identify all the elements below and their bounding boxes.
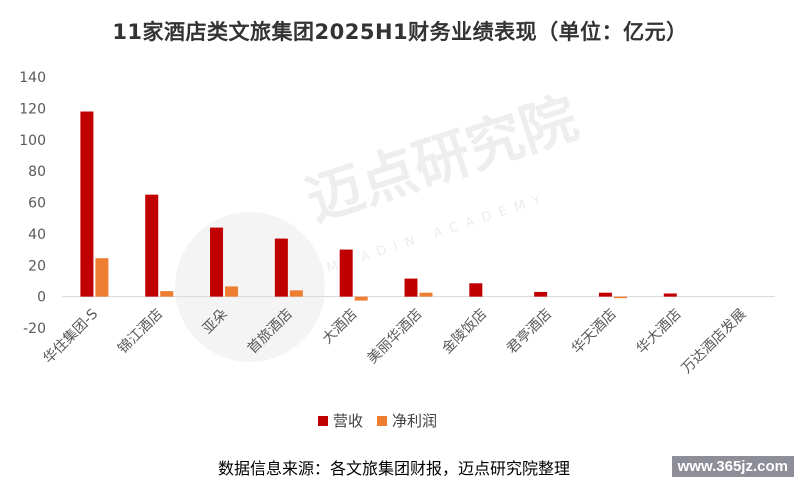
- bar-net-profit: [225, 286, 239, 297]
- legend-swatch-revenue: [318, 415, 328, 426]
- x-tick-label: 万达酒店发展: [679, 306, 750, 377]
- y-tick-label: 140: [19, 70, 46, 86]
- y-tick-label: 20: [28, 258, 46, 274]
- legend-label-revenue: 营收: [333, 412, 364, 430]
- bar-net-profit: [419, 292, 433, 297]
- x-tick-label: 大酒店: [319, 306, 360, 347]
- legend-item-revenue: 营收: [318, 410, 363, 431]
- bar-revenue: [404, 278, 418, 297]
- legend-label-net-profit: 净利润: [392, 412, 438, 430]
- y-tick-label: 120: [19, 101, 46, 117]
- source-note: 数据信息来源：各文旅集团财报，迈点研究院整理: [218, 459, 571, 478]
- x-tick-label: 华住集团-S: [40, 305, 102, 367]
- legend-item-net-profit: 净利润: [377, 410, 437, 431]
- x-tick-label: 金陵饭店: [439, 306, 490, 357]
- y-tick-label: 80: [28, 164, 46, 180]
- bar-revenue: [339, 249, 353, 297]
- y-tick-label: 0: [37, 290, 46, 306]
- bar-net-profit: [95, 258, 109, 297]
- bar-revenue: [663, 293, 677, 297]
- bar-net-profit: [160, 291, 174, 297]
- y-tick-label: -20: [23, 321, 46, 337]
- bar-net-profit: [354, 296, 368, 301]
- site-watermark: www.365jz.com: [671, 456, 794, 477]
- x-tick-label: 亚朵: [200, 306, 231, 337]
- y-tick-label: 100: [19, 133, 46, 149]
- x-tick-label: 美丽华酒店: [365, 306, 426, 367]
- bar-revenue: [210, 227, 224, 297]
- bar-revenue: [145, 194, 159, 297]
- legend-swatch-net-profit: [377, 415, 388, 426]
- y-tick-label: 60: [28, 196, 46, 212]
- chart-title: 11家酒店类文旅集团2025H1财务业绩表现（单位：亿元）: [112, 20, 688, 44]
- legend: 营收 净利润: [318, 410, 451, 431]
- x-tick-label: 华天酒店: [569, 306, 620, 357]
- bar-revenue: [274, 238, 288, 297]
- bar-revenue: [598, 292, 612, 297]
- bar-revenue: [534, 291, 548, 297]
- bar-revenue: [80, 111, 94, 297]
- bar-net-profit: [613, 296, 627, 299]
- x-tick-label: 首旅酒店: [245, 306, 296, 357]
- x-tick-label: 华大酒店: [634, 306, 685, 357]
- y-tick-label: 40: [28, 227, 46, 243]
- bar-revenue: [469, 283, 483, 297]
- x-tick-label: 君亭酒店: [503, 305, 555, 357]
- bar-net-profit: [289, 290, 303, 297]
- x-tick-label: 锦江酒店: [114, 305, 166, 357]
